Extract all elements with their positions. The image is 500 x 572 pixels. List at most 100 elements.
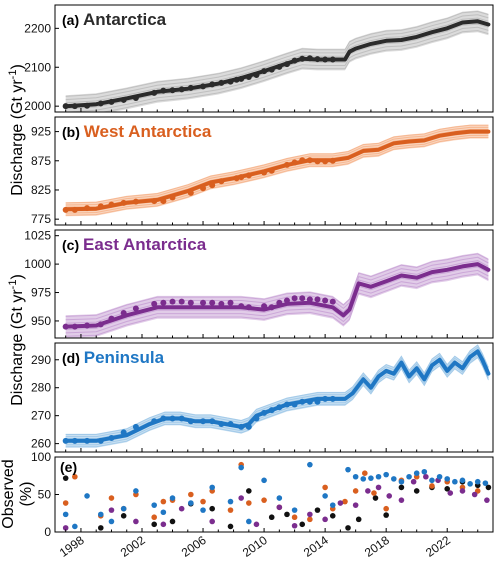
data-point [169,194,176,201]
observed-point [261,477,267,484]
data-point [151,198,158,205]
data-point [306,398,313,405]
data-point [245,304,252,311]
observed-point [444,486,451,492]
observed-point [452,478,458,485]
observed-point [352,488,359,494]
ensemble-line [65,137,489,216]
data-point [227,421,234,428]
data-point [209,418,216,425]
ytick-label: 825 [31,183,51,197]
data-point [178,298,185,305]
panel-frame-4 [54,456,494,533]
observed-point [436,473,443,480]
observed-point [160,521,167,528]
data-point [299,295,306,302]
series-line [63,262,491,329]
data-point [245,172,252,179]
panel-name: Peninsula [84,348,165,367]
data-point [276,299,283,306]
data-point [108,98,115,105]
data-point [200,185,207,192]
ensemble-line [65,26,489,112]
data-point [108,315,115,322]
panel-title: (d) Peninsula [62,348,165,367]
panel-letter: (b) [62,124,84,140]
data-point [268,167,275,174]
ylabel-observed: Observed [0,459,17,528]
observed-point [362,470,368,477]
observed-point [151,502,157,508]
data-point [71,323,78,330]
data-point [268,407,275,414]
data-point [283,161,290,168]
observed-point [133,488,139,494]
data-point [97,321,104,328]
data-point [187,418,194,425]
ytick-label: 290 [31,353,51,367]
observed-point [169,495,176,501]
observed-point [429,483,435,489]
observed-point [253,521,260,528]
xtick-label: 2014 [301,533,331,560]
data-point [306,55,313,62]
data-point [169,298,176,305]
data-point [218,178,225,185]
observed-point [360,476,367,482]
panels-layer: 2000 2100 2200 (a) Antarctica 775 825 875 925 (b… [24,4,494,560]
panel-observed [62,461,492,531]
panel-name: Antarctica [83,10,167,29]
observed-point [276,495,283,501]
observed-point [291,522,298,529]
ytick-label: 280 [31,381,51,395]
observed-point [365,488,371,494]
ensemble-line [65,356,489,448]
data-point [314,158,321,165]
data-point [261,169,268,176]
data-point [238,75,245,82]
panel-name: East Antarctica [83,235,207,254]
ytick-label: 2000 [24,99,51,113]
ytick-label: 50 [38,488,52,502]
panel-east-antarctica [62,252,491,338]
observed-point [342,498,348,505]
ensemble-line [65,253,489,317]
data-point [253,415,260,422]
panel-name: West Antarctica [84,122,212,141]
ensemble-line [65,124,489,204]
observed-point [398,484,405,491]
observed-point [322,484,328,491]
observed-point [471,491,478,498]
data-point [299,157,306,164]
observed-point [160,509,167,516]
data-point [322,297,329,304]
ytick-label: 925 [31,125,51,139]
data-point [62,323,69,330]
data-point [227,78,234,85]
data-point [245,423,252,430]
panel-letter: (a) [62,12,83,28]
data-point [329,56,336,63]
data-point [329,395,336,402]
observed-point [329,502,336,508]
data-point [314,56,321,63]
observed-point [413,470,420,477]
observed-point [246,488,252,494]
data-point [71,103,78,110]
observed-point [444,476,451,482]
observed-point [284,511,290,518]
observed-point [246,500,252,506]
ylabel-observed-unit: (%) [18,482,35,507]
data-point [329,157,336,164]
xtick-label: 2006 [179,533,209,560]
data-point [97,100,104,107]
observed-point [133,518,139,525]
observed-point [299,521,306,528]
data-point [268,66,275,73]
data-point [169,87,176,94]
data-point [291,401,298,408]
observed-point [72,473,78,480]
panel-frame-2 [54,229,494,339]
data-point [261,409,268,416]
